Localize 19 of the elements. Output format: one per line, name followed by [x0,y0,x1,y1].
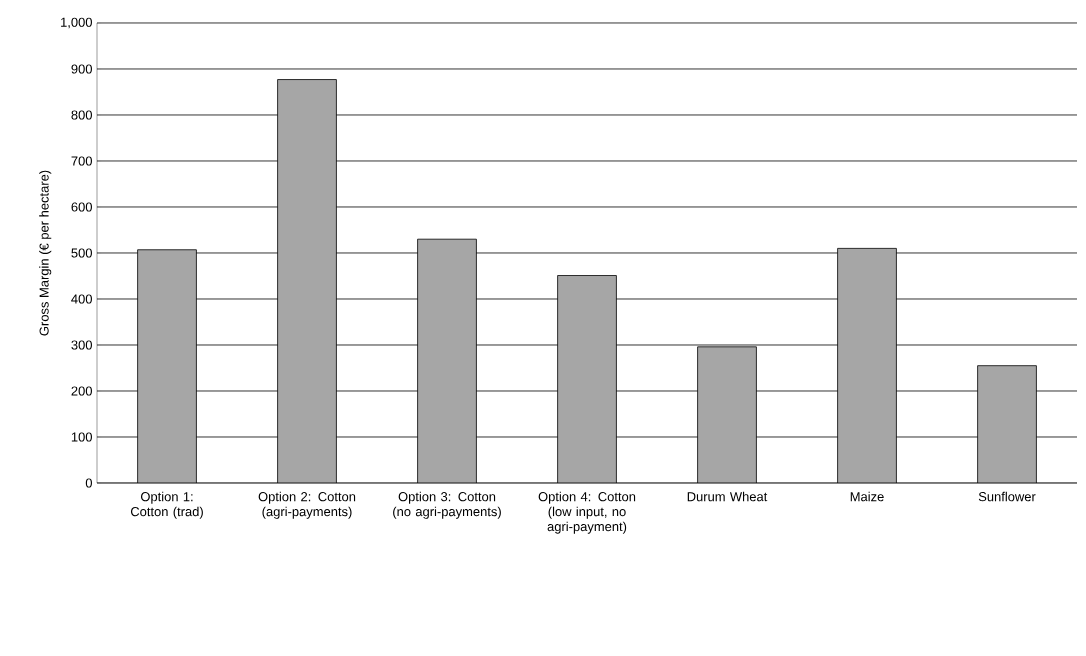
y-tick-label: 100 [71,432,92,442]
y-tick-label: 200 [71,386,92,396]
y-tick-label: 900 [71,64,92,74]
x-tick-label: Durum Wheat [687,491,768,502]
x-tick-label: Option 4: Cotton (low input, no agri-payment) [538,491,636,534]
x-tick-label: Maize [850,491,884,502]
y-axis-title: Gross Margin (€ per hectare) [39,170,52,336]
y-tick-label: 1,000 [61,17,92,29]
y-tick-label: 800 [71,110,92,120]
x-tick-label: Option 2: Cotton (agri-payments) [258,491,356,519]
x-tick-label: Option 3: Cotton (no agri-payments) [393,491,501,519]
x-tick-label: Option 1: Cotton (trad) [130,491,203,519]
y-tick-label: 700 [71,156,92,166]
y-tick-label: 0 [85,478,92,488]
y-tick-label: 500 [71,248,92,258]
x-tick-label: Sunflower [978,491,1036,502]
y-tick-label: 300 [71,340,92,350]
y-tick-label: 400 [71,294,92,304]
y-tick-label: 600 [71,202,92,212]
